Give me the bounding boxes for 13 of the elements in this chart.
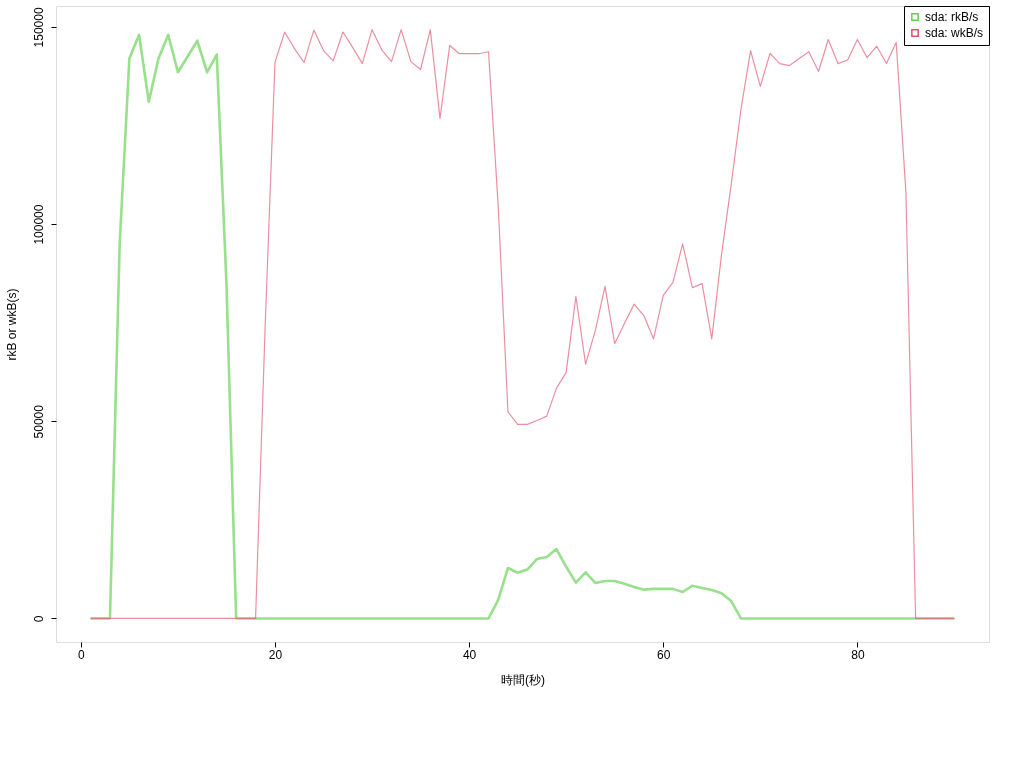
y-axis-title: rkB or wkB(s) bbox=[4, 288, 19, 361]
legend-label: sda: rkB/s bbox=[925, 10, 979, 24]
y-tick-label: 0 bbox=[31, 615, 46, 623]
x-tick-label: 20 bbox=[268, 647, 283, 662]
x-axis-title: 時間(秒) bbox=[501, 672, 545, 687]
x-tick-label: 60 bbox=[657, 647, 671, 662]
x-tick-label: 0 bbox=[78, 647, 86, 662]
y-tick-label: 50000 bbox=[31, 404, 46, 439]
y-tick-label: 150000 bbox=[31, 7, 46, 48]
x-tick-label: 40 bbox=[462, 647, 477, 662]
x-tick-label: 80 bbox=[851, 647, 865, 662]
y-tick-label: 100000 bbox=[31, 204, 46, 245]
legend-label: sda: wkB/s bbox=[925, 26, 984, 40]
